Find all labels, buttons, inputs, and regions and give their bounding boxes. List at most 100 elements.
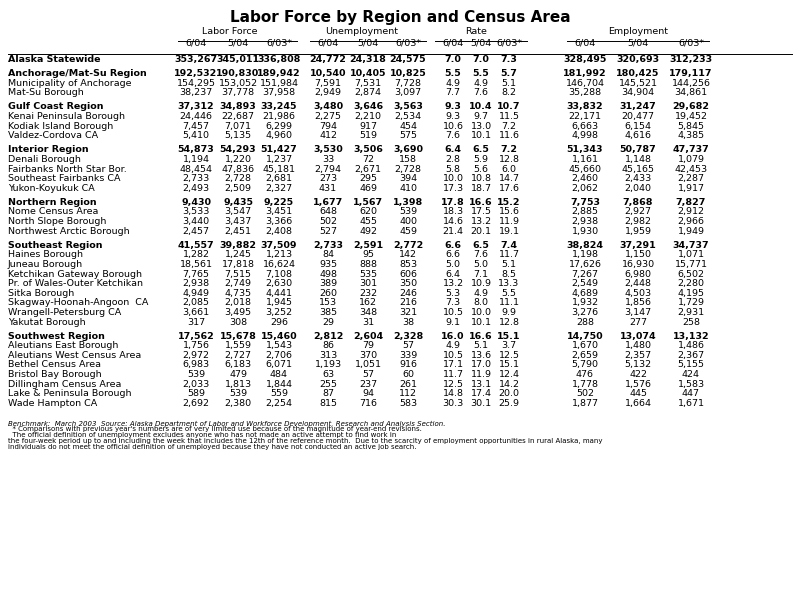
Text: 1,959: 1,959 [625,226,651,235]
Text: 5.7: 5.7 [501,69,518,78]
Text: 7.0: 7.0 [473,55,490,64]
Text: 2.8: 2.8 [446,155,461,164]
Text: 2,328: 2,328 [393,331,423,340]
Text: 916: 916 [399,361,417,370]
Text: Nome Census Area: Nome Census Area [8,207,98,216]
Text: Labor Force: Labor Force [202,27,258,36]
Text: 3.7: 3.7 [502,341,517,350]
Text: 145,521: 145,521 [618,79,658,88]
Text: 6,183: 6,183 [225,361,251,370]
Text: 31: 31 [362,318,374,327]
Text: 9.3: 9.3 [445,103,462,111]
Text: 10.1: 10.1 [470,131,491,140]
Text: 7,753: 7,753 [570,198,600,207]
Text: 15,678: 15,678 [219,331,257,340]
Text: 3,480: 3,480 [313,103,343,111]
Text: 9,435: 9,435 [223,198,253,207]
Text: 2,460: 2,460 [571,174,598,183]
Text: 3,690: 3,690 [393,145,423,154]
Text: 54,873: 54,873 [178,145,214,154]
Text: 162: 162 [359,299,377,308]
Text: 2,275: 2,275 [314,112,342,121]
Text: 4,735: 4,735 [225,288,251,297]
Text: 19.1: 19.1 [498,226,519,235]
Text: 1,932: 1,932 [571,299,598,308]
Text: 237: 237 [359,380,377,389]
Text: 35,288: 35,288 [569,88,602,97]
Text: 5/04: 5/04 [358,39,378,48]
Text: 479: 479 [229,370,247,379]
Text: 1,398: 1,398 [393,198,423,207]
Text: 1,213: 1,213 [266,250,293,259]
Text: 34,737: 34,737 [673,241,710,250]
Text: 1,756: 1,756 [182,341,210,350]
Text: 2,972: 2,972 [182,351,210,360]
Text: 2,812: 2,812 [313,331,343,340]
Text: 84: 84 [322,250,334,259]
Text: Mat-Su Borough: Mat-Su Borough [8,88,84,97]
Text: 648: 648 [319,207,337,216]
Text: 575: 575 [399,131,417,140]
Text: 2,681: 2,681 [266,174,293,183]
Text: 2,749: 2,749 [225,279,251,288]
Text: 258: 258 [682,318,700,327]
Text: 295: 295 [359,174,377,183]
Text: 51,343: 51,343 [566,145,603,154]
Text: 1,567: 1,567 [353,198,383,207]
Text: 41,557: 41,557 [178,241,214,250]
Text: 400: 400 [399,217,417,226]
Text: 583: 583 [399,399,417,408]
Text: 519: 519 [359,131,377,140]
Text: 7,531: 7,531 [354,79,382,88]
Text: 2,085: 2,085 [182,299,210,308]
Text: 153: 153 [319,299,337,308]
Text: 3,366: 3,366 [266,217,293,226]
Text: 2,062: 2,062 [571,184,598,193]
Text: 9.7: 9.7 [474,112,489,121]
Text: 12.8: 12.8 [498,155,519,164]
Text: 51,427: 51,427 [261,145,298,154]
Text: 589: 589 [187,389,205,398]
Text: 79: 79 [362,341,374,350]
Text: 47,836: 47,836 [222,164,254,173]
Text: 21.4: 21.4 [442,226,463,235]
Text: 10.0: 10.0 [442,174,463,183]
Text: 2,327: 2,327 [266,184,293,193]
Text: 7,457: 7,457 [182,122,210,131]
Text: 527: 527 [319,226,337,235]
Text: * Comparisons with previous year's numbers are of very limited use because of th: * Comparisons with previous year's numbe… [8,426,422,432]
Text: 7.3: 7.3 [446,299,461,308]
Text: 86: 86 [322,341,334,350]
Text: 6/03*: 6/03* [395,39,421,48]
Text: 6,071: 6,071 [266,361,293,370]
Text: 17.1: 17.1 [442,361,463,370]
Text: 48,454: 48,454 [179,164,213,173]
Text: 5,132: 5,132 [625,361,651,370]
Text: 17.5: 17.5 [470,207,491,216]
Text: 1,778: 1,778 [571,380,598,389]
Text: 2,018: 2,018 [225,299,251,308]
Text: 7,765: 7,765 [182,269,210,278]
Text: 34,893: 34,893 [220,103,256,111]
Text: 232: 232 [359,288,377,297]
Text: 498: 498 [319,269,337,278]
Text: 445: 445 [629,389,647,398]
Text: 142: 142 [399,250,417,259]
Text: 2,671: 2,671 [354,164,382,173]
Text: 7.4: 7.4 [501,241,518,250]
Text: 484: 484 [270,370,288,379]
Text: 2,727: 2,727 [225,351,251,360]
Text: 447: 447 [682,389,700,398]
Text: 1,051: 1,051 [354,361,382,370]
Text: 328,495: 328,495 [563,55,606,64]
Text: 7,827: 7,827 [676,198,706,207]
Text: 17.0: 17.0 [470,361,491,370]
Text: 14.2: 14.2 [498,380,519,389]
Text: Southeast Fairbanks CA: Southeast Fairbanks CA [8,174,121,183]
Text: 6,154: 6,154 [625,122,651,131]
Text: 17,818: 17,818 [222,260,254,269]
Text: 7.2: 7.2 [502,122,517,131]
Text: 1,729: 1,729 [678,299,705,308]
Text: 1,194: 1,194 [182,155,210,164]
Text: 410: 410 [399,184,417,193]
